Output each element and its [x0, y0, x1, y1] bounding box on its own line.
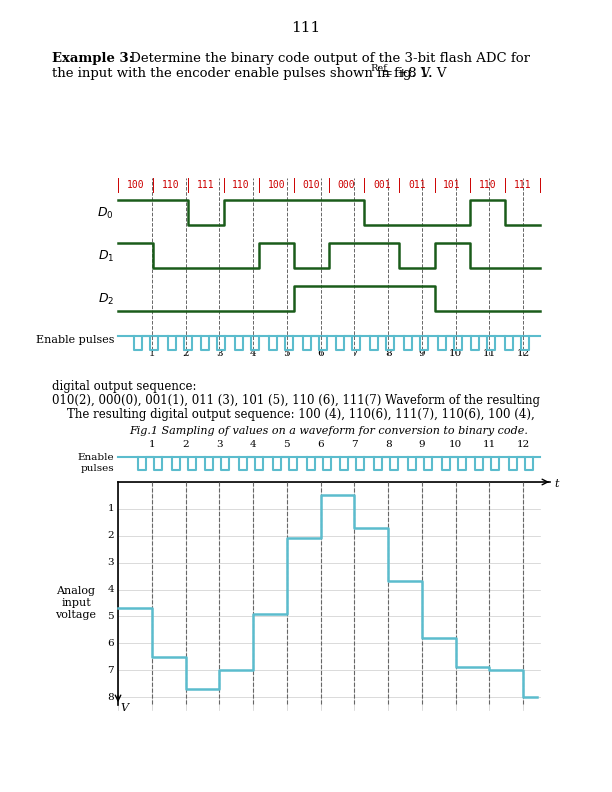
Text: the input with the encoder enable pulses shown in fig. 1. V: the input with the encoder enable pulses…	[52, 67, 447, 80]
Text: Ref: Ref	[370, 64, 387, 73]
Text: 6: 6	[317, 349, 324, 358]
Text: 111: 111	[291, 21, 321, 35]
Text: Determine the binary code output of the 3-bit flash ADC for: Determine the binary code output of the …	[126, 52, 530, 65]
Text: 8: 8	[385, 349, 392, 358]
Text: 5: 5	[107, 612, 114, 621]
Text: 6: 6	[107, 639, 114, 648]
Text: 110: 110	[479, 180, 496, 190]
Text: 110: 110	[162, 180, 179, 190]
Text: 000: 000	[338, 180, 356, 190]
Text: 111: 111	[197, 180, 215, 190]
Text: 001: 001	[373, 180, 390, 190]
Text: 3: 3	[107, 558, 114, 567]
Text: Example 3:: Example 3:	[52, 52, 133, 65]
Text: 7: 7	[351, 440, 357, 449]
Text: 3: 3	[216, 349, 223, 358]
Text: 2: 2	[107, 531, 114, 540]
Text: 5: 5	[283, 440, 290, 449]
Text: 11: 11	[483, 440, 496, 449]
Text: $D_2$: $D_2$	[98, 292, 114, 307]
Text: 1: 1	[149, 440, 155, 449]
Text: = +8 V.: = +8 V.	[382, 67, 432, 80]
Text: 7: 7	[351, 349, 357, 358]
Text: Fig.1 Sampling of values on a waveform for conversion to binary code.: Fig.1 Sampling of values on a waveform f…	[130, 426, 528, 436]
Text: 5: 5	[283, 349, 290, 358]
Text: 100: 100	[267, 180, 285, 190]
Text: 011: 011	[408, 180, 426, 190]
Text: 9: 9	[419, 349, 425, 358]
Text: 4: 4	[250, 349, 256, 358]
Text: digital output sequence:: digital output sequence:	[52, 380, 196, 393]
Text: 12: 12	[517, 440, 530, 449]
Text: Enable pulses: Enable pulses	[35, 335, 114, 345]
Text: 8: 8	[385, 440, 392, 449]
Text: Enable
pulses: Enable pulses	[77, 453, 114, 473]
Text: 1: 1	[107, 505, 114, 513]
Text: 7: 7	[107, 665, 114, 675]
Text: 010: 010	[302, 180, 320, 190]
Text: 11: 11	[483, 349, 496, 358]
Text: 010(2), 000(0), 001(1), 011 (3), 101 (5), 110 (6), 111(7) Waveform of the result: 010(2), 000(0), 001(1), 011 (3), 101 (5)…	[52, 394, 540, 407]
Text: 10: 10	[449, 349, 462, 358]
Text: 100: 100	[127, 180, 144, 190]
Text: 6: 6	[317, 440, 324, 449]
Text: 8: 8	[107, 692, 114, 702]
Text: $D_0$: $D_0$	[97, 206, 114, 221]
Text: 3: 3	[216, 440, 223, 449]
Text: t: t	[554, 479, 559, 489]
Text: 1: 1	[149, 349, 155, 358]
Text: V: V	[120, 703, 128, 713]
Text: 4: 4	[250, 440, 256, 449]
Text: 101: 101	[443, 180, 461, 190]
Text: Analog
input
voltage: Analog input voltage	[56, 586, 97, 619]
Text: 111: 111	[513, 180, 531, 190]
Text: 2: 2	[182, 349, 189, 358]
Text: 4: 4	[107, 585, 114, 594]
Text: 12: 12	[517, 349, 530, 358]
Text: The resulting digital output sequence: 100 (4), 110(6), 111(7), 110(6), 100 (4),: The resulting digital output sequence: 1…	[52, 408, 535, 421]
Text: 10: 10	[449, 440, 462, 449]
Text: 110: 110	[233, 180, 250, 190]
Text: $D_1$: $D_1$	[98, 249, 114, 264]
Text: 9: 9	[419, 440, 425, 449]
Text: 2: 2	[182, 440, 189, 449]
